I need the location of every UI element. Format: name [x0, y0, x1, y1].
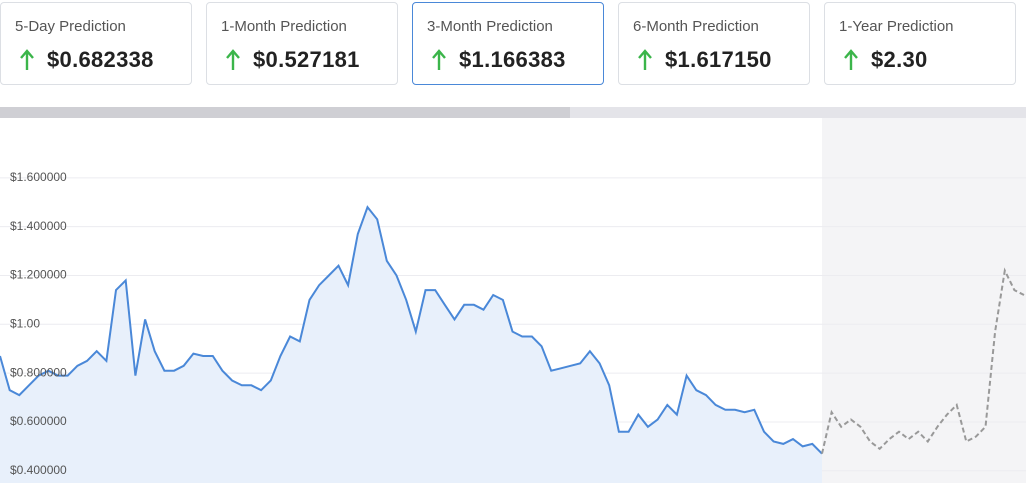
y-tick-label: $1.600000 [10, 170, 67, 184]
range-selector[interactable] [0, 107, 570, 118]
card-label: 1-Year Prediction [839, 18, 954, 35]
up-arrow [638, 49, 652, 70]
prediction-card[interactable]: 3-Month Prediction $1.166383 [412, 2, 604, 85]
up-arrow [226, 49, 240, 70]
y-tick-label: $0.600000 [10, 414, 67, 428]
y-tick-label: $0.800000 [10, 365, 67, 379]
card-value: $0.682338 [47, 47, 154, 72]
prediction-card[interactable]: 1-Month Prediction $0.527181 [206, 2, 398, 85]
range-track[interactable] [570, 107, 1026, 118]
card-value: $2.30 [871, 47, 928, 72]
prediction-card[interactable]: 1-Year Prediction $2.30 [824, 2, 1016, 85]
prediction-region [822, 118, 1026, 483]
area-fill [0, 207, 822, 483]
prediction-card[interactable]: 6-Month Prediction $1.617150 [618, 2, 810, 85]
prediction-card[interactable]: 5-Day Prediction $0.682338 [0, 2, 192, 85]
card-value: $1.617150 [665, 47, 772, 72]
card-label: 5-Day Prediction [15, 18, 126, 35]
up-arrow [432, 49, 446, 70]
up-arrow [20, 49, 34, 70]
prediction-line [821, 267, 1025, 454]
card-value: $1.166383 [459, 47, 566, 72]
card-label: 6-Month Prediction [633, 18, 759, 35]
card-label: 3-Month Prediction [427, 18, 553, 35]
price-line [0, 205, 823, 455]
card-label: 1-Month Prediction [221, 18, 347, 35]
y-tick-label: $0.400000 [10, 463, 67, 477]
y-tick-label: $1.200000 [10, 268, 67, 282]
up-arrow [844, 49, 858, 70]
y-tick-label: $1.400000 [10, 219, 67, 233]
y-tick-label: $1.00 [10, 316, 40, 330]
card-value: $0.527181 [253, 47, 360, 72]
